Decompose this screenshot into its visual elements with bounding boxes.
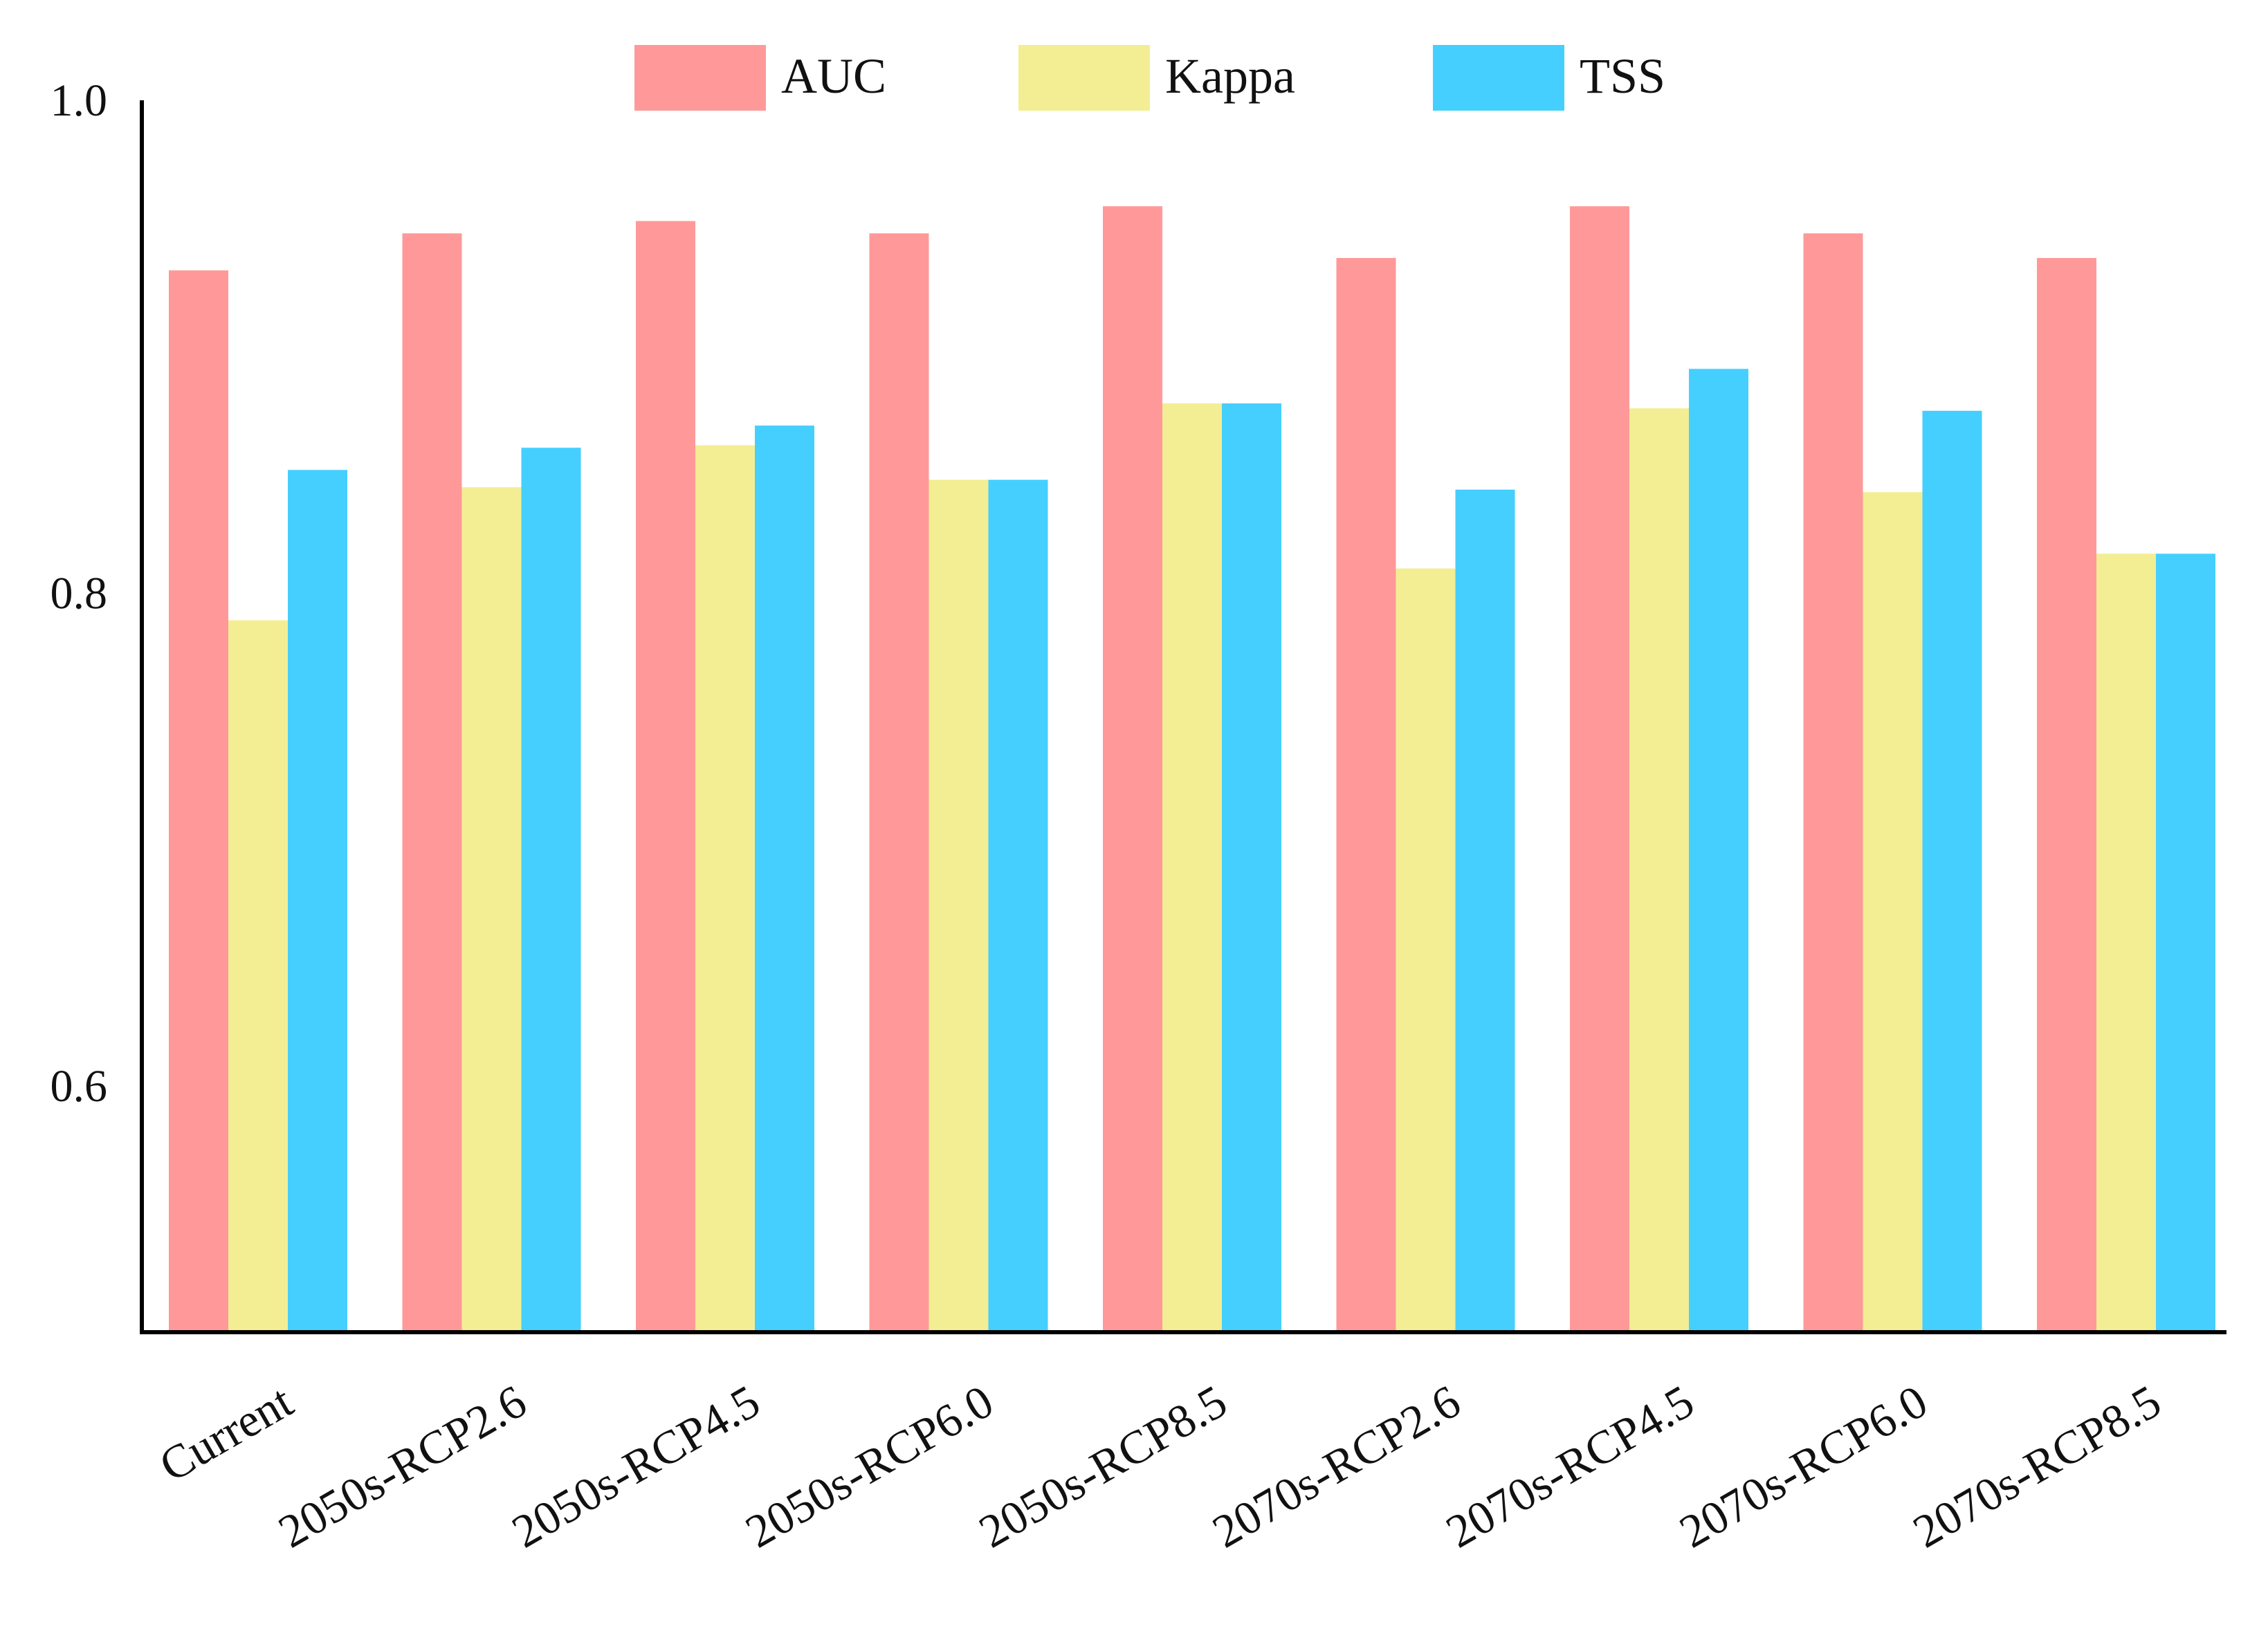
bar-kappa (929, 479, 989, 1332)
x-tick-label: 2070s-RCP2.6 (1204, 1374, 1469, 1558)
bar-auc (2037, 258, 2096, 1332)
x-tick-label: 2050s-RCP6.0 (737, 1374, 1002, 1558)
y-tick-label: 0.8 (51, 569, 108, 619)
bar-kappa (2096, 553, 2156, 1332)
bar-tss (1455, 489, 1515, 1332)
x-tick-label: 2050s-RCP8.5 (970, 1374, 1235, 1558)
bar-tss (1689, 369, 1748, 1332)
y-tick-label: 0.6 (51, 1061, 108, 1112)
x-tick-label: 2070s-RCP6.0 (1671, 1374, 1936, 1558)
x-tick-labels: Current2050s-RCP2.62050s-RCP4.52050s-RCP… (151, 1374, 2170, 1558)
x-tick-label: 2070s-RCP4.5 (1437, 1374, 1702, 1558)
bar-tss (1222, 403, 1281, 1332)
bar-auc (869, 233, 929, 1332)
bar-tss (288, 470, 347, 1332)
legend-label: TSS (1580, 48, 1665, 104)
bar-kappa (461, 487, 522, 1332)
bar-auc (169, 270, 228, 1332)
bar-group (1336, 258, 1515, 1332)
x-tick-label: 2050s-RCP4.5 (503, 1374, 768, 1558)
bar-kappa (695, 445, 755, 1332)
legend-swatch (634, 45, 766, 111)
bar-auc (1103, 206, 1162, 1332)
ticks-layer: 1.0 0.8 0.6 (51, 75, 108, 1112)
legend-swatch (1433, 45, 1564, 111)
legend-label: AUC (781, 48, 886, 104)
bar-kappa (1863, 492, 1923, 1332)
bar-group (1103, 206, 1281, 1332)
bar-kappa (1162, 403, 1222, 1332)
bar-tss (1922, 410, 1982, 1332)
bar-kappa (1629, 408, 1689, 1332)
bar-group (169, 270, 347, 1332)
bar-kappa (1396, 568, 1456, 1332)
bar-group (1570, 206, 1748, 1332)
bar-group (2037, 258, 2215, 1332)
bar-tss (988, 479, 1048, 1332)
x-tick-label: Current (151, 1374, 302, 1492)
legend-item: TSS (1433, 45, 1665, 111)
bar-auc (1336, 258, 1396, 1332)
bar-auc (1803, 233, 1863, 1332)
bar-auc (402, 233, 462, 1332)
bar-group (1803, 233, 1982, 1332)
legend-item: AUC (634, 45, 886, 111)
y-tick-label: 1.0 (51, 75, 108, 126)
bar-auc (1570, 206, 1629, 1332)
axes-layer (140, 100, 2226, 1334)
legend-item: Kappa (1018, 45, 1295, 111)
legend-label: Kappa (1165, 48, 1295, 104)
bar-group (636, 221, 814, 1332)
bar-group (869, 233, 1048, 1332)
bar-tss (755, 425, 814, 1332)
bar-tss (2156, 553, 2215, 1332)
x-tick-label: 2070s-RCP8.5 (1904, 1374, 2169, 1558)
legend: AUC Kappa TSS (634, 45, 1665, 111)
x-tick-label: 2050s-RCP2.6 (270, 1374, 535, 1558)
legend-swatch (1018, 45, 1150, 111)
bar-group (402, 233, 581, 1332)
bar-kappa (228, 620, 288, 1332)
bar-tss (521, 448, 581, 1332)
bars-layer (169, 206, 2215, 1332)
bar-auc (636, 221, 695, 1332)
